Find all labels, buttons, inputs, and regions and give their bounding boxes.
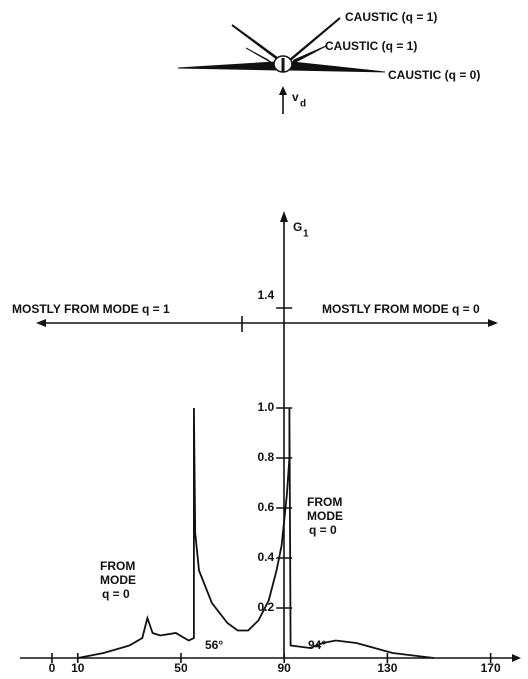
region-label: MOSTLY FROM MODE q = 1 bbox=[12, 302, 170, 316]
x-tick-label: 130 bbox=[377, 661, 397, 674]
y-tick-label: 0.8 bbox=[258, 450, 275, 464]
x-tick-label: 90 bbox=[278, 661, 292, 674]
caustic-label: CAUSTIC (q = 0) bbox=[388, 68, 480, 82]
caustic-label: CAUSTIC (q = 1) bbox=[345, 10, 437, 24]
region-label: MOSTLY FROM MODE q = 0 bbox=[322, 302, 480, 316]
mode-note: MODE bbox=[307, 509, 343, 523]
y-tick-label: 1.0 bbox=[258, 400, 275, 414]
y-axis-label: G bbox=[293, 220, 302, 234]
data-line bbox=[77, 407, 434, 659]
mode-note: q = 0 bbox=[309, 523, 337, 537]
arrowhead bbox=[36, 319, 46, 327]
y-axis-subscript: 1 bbox=[303, 229, 309, 240]
y-tick-label: 0.4 bbox=[258, 550, 275, 564]
caustic-diagram bbox=[177, 17, 386, 73]
arrowhead bbox=[512, 654, 521, 662]
mode-note: q = 0 bbox=[102, 587, 130, 601]
arrowhead bbox=[280, 211, 288, 222]
x-tick-label: 170 bbox=[481, 661, 501, 674]
mode-note: MODE bbox=[100, 573, 136, 587]
mode-note: FROM bbox=[307, 495, 342, 509]
velocity-label: v bbox=[292, 90, 299, 104]
caustic-label: CAUSTIC (q = 1) bbox=[325, 39, 417, 53]
angle-label: 56° bbox=[205, 638, 223, 652]
arrowhead bbox=[488, 319, 498, 327]
x-tick-label: 10 bbox=[71, 661, 85, 674]
x-tick-label: 50 bbox=[174, 661, 188, 674]
x-tick-label: 0 bbox=[49, 661, 56, 674]
y-tick-label: 0.6 bbox=[258, 500, 275, 514]
y-tick-label: 1.4 bbox=[258, 288, 275, 302]
mode-note: FROM bbox=[100, 559, 135, 573]
arrowhead bbox=[279, 86, 287, 95]
velocity-subscript: d bbox=[300, 99, 306, 110]
